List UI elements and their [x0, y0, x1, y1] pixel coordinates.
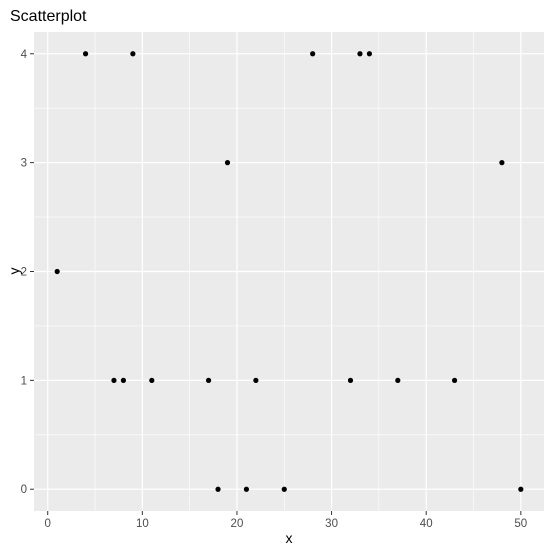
data-point [243, 486, 250, 492]
x-axis-ticks: 0 10 20 30 40 50 [45, 511, 527, 530]
y-tick-label: 0 [21, 484, 27, 496]
data-point [253, 377, 259, 383]
x-tick-label: 20 [231, 518, 244, 530]
data-point [149, 377, 155, 383]
data-point [120, 377, 127, 383]
x-tick-label: 40 [420, 518, 433, 530]
data-point [205, 377, 212, 383]
y-axis-ticks: 0 1 2 3 4 [21, 49, 34, 496]
data-point [130, 51, 136, 57]
x-tick-label: 10 [136, 518, 149, 530]
data-point [395, 377, 401, 383]
x-tick-label: 50 [514, 518, 527, 530]
data-point [347, 377, 354, 383]
data-point [357, 51, 363, 57]
y-tick-label: 2 [21, 267, 27, 279]
data-point [54, 268, 60, 275]
data-point [224, 160, 231, 166]
data-point [310, 51, 316, 57]
data-point [82, 51, 89, 57]
y-tick-label: 4 [21, 49, 28, 61]
y-axis-title: y [6, 268, 22, 275]
x-axis-title: x [286, 530, 293, 546]
data-point [111, 377, 117, 383]
data-point [518, 486, 524, 492]
x-tick-label: 30 [325, 518, 338, 530]
data-point [366, 51, 373, 57]
data-points [54, 51, 524, 492]
y-tick-label: 3 [21, 158, 27, 170]
y-tick-label: 1 [21, 375, 27, 387]
major-gridlines [34, 32, 544, 511]
data-point [451, 377, 458, 383]
chart-title: Scatterplot [10, 8, 87, 25]
data-point [281, 486, 287, 492]
data-point [215, 486, 221, 492]
x-tick-label: 0 [45, 518, 51, 530]
data-point [499, 160, 505, 166]
